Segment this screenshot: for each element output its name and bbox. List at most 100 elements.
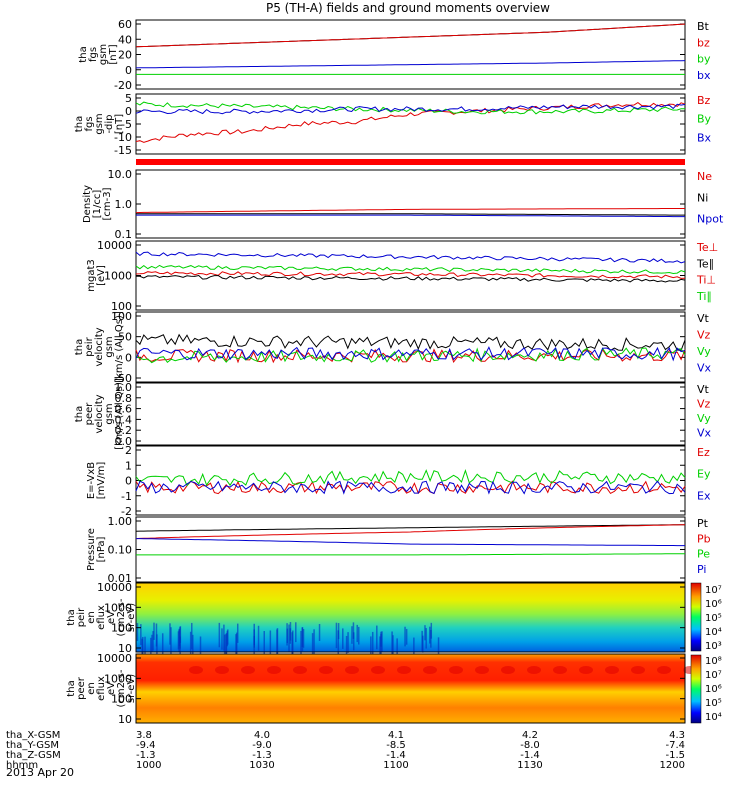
xrow-value: 4.0: [254, 730, 270, 741]
ylabel-efield: E=-VxB [mV/m]: [86, 462, 107, 500]
legend-fgs-3: bx: [697, 69, 711, 82]
legend-fgs_dip-2: Bx: [697, 131, 712, 144]
xrow-value: 4.2: [522, 730, 538, 741]
colorbar-label: 10³: [705, 641, 722, 652]
ylabel-line: [km/s (All Qs)]: [114, 311, 125, 383]
ylabel-line: tha: [78, 46, 89, 62]
ylabel-line: en: [86, 611, 97, 624]
tick-label-density-2: 0.1: [115, 228, 133, 241]
ylabel-line: E=-VxB: [86, 462, 97, 499]
ylabel-line: [eV]: [96, 265, 107, 286]
tick-label-efield-1: 1: [125, 459, 132, 472]
legend-vi-2: Vy: [697, 345, 711, 358]
ylabel-line: -dip: [104, 114, 115, 133]
ylabel-line: sr-eV): [126, 674, 137, 703]
series-temp-Ti⊥: [135, 251, 686, 264]
xrow-label: tha_X-GSM: [6, 730, 60, 741]
series-fgs-bz: [135, 23, 686, 48]
ylabel-density: Density [1/cc] [cm-3]: [82, 185, 113, 223]
legend-vi-3: Vx: [697, 362, 712, 375]
tick-label-vi-0: 100: [111, 310, 132, 323]
colorbar-label: 10⁶: [705, 684, 722, 695]
tick-label-ve-0: 1.0: [115, 381, 133, 394]
ylabel-line: [mV/m]: [96, 462, 107, 500]
legend-efield-2: Ex: [697, 489, 711, 502]
ylabel-line: eV: [106, 611, 117, 624]
series-fgs_dip-By: [135, 101, 686, 115]
quality-flag-bar: [136, 159, 685, 165]
series-density-Ne: [135, 208, 685, 214]
tick-label-pressure-0: 1.00: [108, 515, 133, 528]
ylabel-line: gsm: [94, 113, 105, 134]
series-fgs_dip-Bx: [135, 103, 686, 115]
ylabel-line: [1/cc]: [92, 190, 103, 219]
xrow-value: -1.3: [136, 750, 156, 761]
legend-vi-1: Vz: [697, 329, 711, 342]
ylabel-pressure: Pressure [nPa]: [86, 528, 107, 571]
ylabel-line: eflux: [96, 676, 107, 701]
ylabel-line: en: [86, 682, 97, 695]
tick-label-fgs_dip-0: 5: [125, 92, 132, 105]
xrow-value: 1000: [136, 760, 161, 771]
legend-density-1: Ni: [697, 191, 708, 204]
xrow-value: -9.4: [136, 740, 156, 751]
ylabel-vi: tha peir velocity gsm [km/s (All Qs)]: [74, 311, 125, 383]
tick-label-fgs_dip-1: 0: [125, 105, 132, 118]
tick-label-density-0: 10.0: [108, 168, 133, 181]
ylabel-line: eflux: [96, 605, 107, 630]
ylabel-line: [nPa]: [96, 536, 107, 562]
panel-fgs: 60 40 20 0 -20 tha fgs gsm [nT] Bt bz by bx: [78, 18, 711, 92]
series-fgs_dip-Bz: [135, 101, 686, 143]
tick-label-efield-4: -2: [121, 505, 132, 518]
ylabel-line: tha: [66, 680, 77, 696]
series-pressure-Pi: [136, 538, 685, 547]
series-pressure-Pt: [135, 524, 685, 532]
series-vi-Vt: [135, 333, 686, 352]
ylabel-line: (cm2-s-: [116, 598, 127, 636]
tick-label-fgs-3: 0: [125, 64, 132, 77]
colorbar-label: 10⁴: [705, 627, 722, 638]
tick-label-ion_spec-0: 10000: [97, 581, 132, 594]
tick-label-ion_spec-1: 1000: [104, 601, 132, 614]
tick-label-ion_spec-3: 10: [118, 642, 132, 655]
tick-label-fgs-1: 40: [118, 33, 132, 46]
xrow-value: -1.3: [252, 750, 272, 761]
tick-label-vi-1: 50: [118, 331, 132, 344]
legend-pressure-0: Pt: [697, 517, 709, 530]
legend-fgs-2: by: [697, 53, 711, 66]
ylabel-line: peir: [84, 336, 95, 356]
legend-temp-0: Te⊥: [696, 241, 718, 254]
tick-label-fgs-2: 20: [118, 49, 132, 62]
ylabel-line: peer: [76, 676, 87, 700]
colorbar-label: 10⁵: [705, 613, 722, 624]
ylabel-line: gsm: [98, 44, 109, 65]
colorbar-label: 10⁷: [705, 670, 722, 681]
tick-label-vi-2: 0: [125, 351, 132, 364]
ylabel-line: velocity: [94, 327, 105, 366]
xrow-value: -1.4: [520, 750, 540, 761]
ylabel-line: [nT]: [108, 44, 119, 64]
colorbar-label: 10⁷: [705, 585, 722, 596]
colorbar-label: 10⁶: [705, 599, 722, 610]
panel-efield: 2 1 0 -1 -2 E=-VxB [mV/m] Ez Ey Ex: [86, 444, 711, 518]
colorbar-label: 10⁴: [705, 712, 722, 723]
ylabel-line: [cm-3]: [102, 187, 113, 220]
ylabel-temp: mgat3 [eV]: [86, 259, 107, 292]
ylabel-line: peer: [84, 402, 95, 426]
tick-label-efield-0: 2: [125, 444, 132, 457]
series-fgs-bx: [135, 60, 686, 69]
tick-label-fgs-0: 60: [118, 18, 132, 31]
tick-label-ion_spec-2: 100: [111, 622, 132, 635]
ylabel-ve: tha peer velocity gsm [km/s (All Qs)]: [74, 378, 125, 450]
tick-label-ve-4: 0.2: [115, 424, 133, 437]
legend-fgs-0: Bt: [697, 20, 710, 33]
legend-ve-2: Vy: [697, 412, 711, 425]
series-density-Ni: [136, 213, 685, 216]
xrow-value: 1100: [383, 760, 408, 771]
xrow-value: -8.5: [386, 740, 406, 751]
series-fgs-Bt: [135, 23, 686, 48]
